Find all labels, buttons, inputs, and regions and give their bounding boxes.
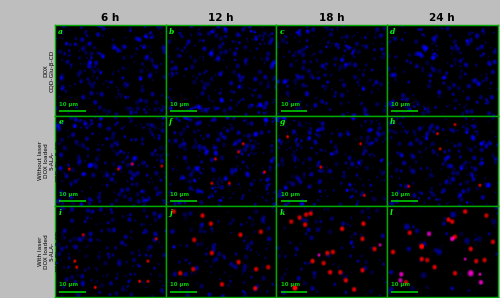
Text: 18 h: 18 h (319, 13, 344, 23)
Text: 10 μm: 10 μm (170, 102, 189, 107)
Text: 6 h: 6 h (101, 13, 119, 23)
Text: 10 μm: 10 μm (60, 283, 78, 288)
Text: 10 μm: 10 μm (392, 102, 410, 107)
Text: k: k (280, 209, 285, 217)
Text: 10 μm: 10 μm (170, 192, 189, 197)
Text: d: d (390, 28, 396, 36)
Text: 10 μm: 10 μm (392, 283, 410, 288)
Text: Without laser
DOX loaded
5-ALA-
CQD-Glu-β-CD: Without laser DOX loaded 5-ALA- CQD-Glu-… (38, 140, 60, 182)
Text: a: a (58, 28, 64, 36)
Text: 10 μm: 10 μm (392, 192, 410, 197)
Text: 10 μm: 10 μm (280, 192, 299, 197)
Text: DOX
CQD-Glu-β-CD: DOX CQD-Glu-β-CD (44, 49, 54, 92)
Text: 10 μm: 10 μm (280, 102, 299, 107)
Text: c: c (280, 28, 284, 36)
Text: 10 μm: 10 μm (60, 192, 78, 197)
Text: i: i (58, 209, 61, 217)
Text: l: l (390, 209, 393, 217)
Text: j: j (169, 209, 172, 217)
Text: 10 μm: 10 μm (60, 102, 78, 107)
Text: 12 h: 12 h (208, 13, 234, 23)
Text: f: f (169, 118, 172, 126)
Text: e: e (58, 118, 63, 126)
Text: 10 μm: 10 μm (280, 283, 299, 288)
Text: 10 μm: 10 μm (170, 283, 189, 288)
Text: With laser
DOX loaded
5-ALA-
CQD-Glu-β-CD: With laser DOX loaded 5-ALA- CQD-Glu-β-C… (38, 230, 60, 272)
Text: 24 h: 24 h (430, 13, 455, 23)
Text: h: h (390, 118, 396, 126)
Text: g: g (280, 118, 285, 126)
Text: b: b (169, 28, 174, 36)
